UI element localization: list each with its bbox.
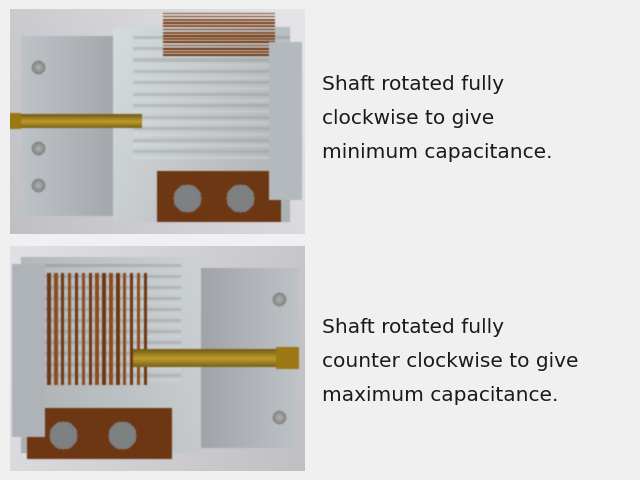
Text: Shaft rotated fully: Shaft rotated fully [322,317,504,336]
Text: clockwise to give: clockwise to give [322,109,494,128]
Text: counter clockwise to give: counter clockwise to give [322,351,579,370]
Text: maximum capacitance.: maximum capacitance. [322,385,558,404]
Text: minimum capacitance.: minimum capacitance. [322,143,552,162]
Text: Shaft rotated fully: Shaft rotated fully [322,75,504,94]
